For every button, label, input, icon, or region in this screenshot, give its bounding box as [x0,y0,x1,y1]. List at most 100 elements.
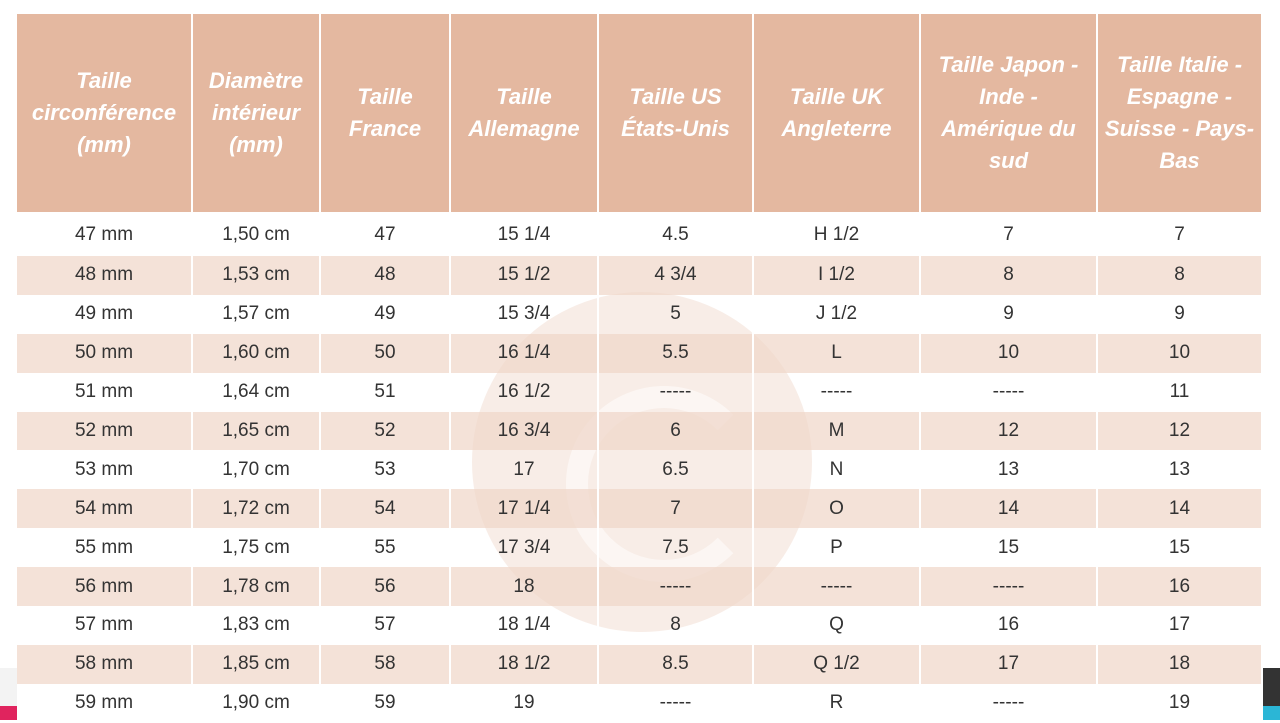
table-cell: 7.5 [598,528,754,568]
table-cell: 19 [1097,683,1263,723]
table-cell: ----- [920,372,1098,412]
table-cell: 1,70 cm [192,450,321,490]
table-cell: M [753,411,921,451]
table-row: 54 mm 1,72 cm 54 17 1/4 7 O 14 14 [17,489,1263,529]
table-cell: 17 [920,644,1098,684]
table-cell: 57 [320,606,451,645]
table-cell: 16 [920,606,1098,645]
corner-decoration [1262,668,1280,706]
table-cell: 18 1/4 [450,606,599,645]
table-cell: ----- [753,567,921,607]
table-cell: R [753,683,921,723]
table-cell: 54 [320,489,451,529]
table-cell: 6 [598,411,754,451]
table-cell: 5.5 [598,333,754,373]
table-cell: 1,65 cm [192,411,321,451]
table-cell: 1,57 cm [192,294,321,334]
table-row: 52 mm 1,65 cm 52 16 3/4 6 M 12 12 [17,411,1263,451]
table-cell: 12 [920,411,1098,451]
table-body: 47 mm 1,50 cm 47 15 1/4 4.5 H 1/2 7 7 48 mm 1,53 … [17,212,1263,723]
table-cell: 52 mm [17,411,193,451]
table-cell: 1,50 cm [192,212,321,256]
table-cell: 15 1/4 [450,212,599,256]
column-header: Diamètre intérieur (mm) [192,14,321,212]
table-cell: 1,60 cm [192,333,321,373]
table-cell: 4 3/4 [598,256,754,295]
table-row: 55 mm 1,75 cm 55 17 3/4 7.5 P 15 15 [17,528,1263,568]
table-row: 48 mm 1,53 cm 48 15 1/2 4 3/4 I 1/2 8 8 [17,256,1263,295]
table-cell: 12 [1097,411,1263,451]
table-cell: ----- [598,567,754,607]
table-cell: 10 [1097,333,1263,373]
table-cell: 8 [1097,256,1263,295]
table-cell: J 1/2 [753,294,921,334]
table-row: 51 mm 1,64 cm 51 16 1/2 ----- ----- ----- 11 [17,372,1263,412]
table-cell: 1,83 cm [192,606,321,645]
table-cell: 17 1/4 [450,489,599,529]
table-cell: 58 mm [17,644,193,684]
table-cell: 50 [320,333,451,373]
column-header: Taille US États-Unis [598,14,754,212]
table-cell: 57 mm [17,606,193,645]
table-cell: 59 mm [17,683,193,723]
table-cell: 1,53 cm [192,256,321,295]
table-cell: 1,64 cm [192,372,321,412]
table-cell: 4.5 [598,212,754,256]
column-header: Taille France [320,14,451,212]
table-cell: 14 [920,489,1098,529]
table-cell: 8.5 [598,644,754,684]
table-cell: 11 [1097,372,1263,412]
table-cell: ----- [920,683,1098,723]
table-cell: 48 [320,256,451,295]
corner-decoration [1262,706,1280,720]
table-cell: 17 [450,450,599,490]
table-cell: 56 [320,567,451,607]
table-cell: 14 [1097,489,1263,529]
table-cell: 1,85 cm [192,644,321,684]
size-table: Taille circonférence (mm) Diamètre intéri… [17,14,1263,723]
table-cell: 8 [598,606,754,645]
table-cell: L [753,333,921,373]
table-cell: 16 3/4 [450,411,599,451]
column-header: Taille UK Angleterre [753,14,921,212]
table-cell: 53 mm [17,450,193,490]
table-cell: 59 [320,683,451,723]
table-cell: 58 [320,644,451,684]
table-cell: ----- [598,683,754,723]
table-cell: ----- [920,567,1098,607]
table-cell: 55 [320,528,451,568]
table-cell: H 1/2 [753,212,921,256]
table-cell: ----- [753,372,921,412]
table-cell: 1,90 cm [192,683,321,723]
table-cell: 19 [450,683,599,723]
table-cell: I 1/2 [753,256,921,295]
table-cell: 13 [1097,450,1263,490]
table-cell: 7 [1097,212,1263,256]
table-cell: 16 [1097,567,1263,607]
table-cell: 54 mm [17,489,193,529]
table-cell: 15 [1097,528,1263,568]
table-cell: 15 1/2 [450,256,599,295]
table-cell: 15 3/4 [450,294,599,334]
table-cell: 53 [320,450,451,490]
table-cell: 52 [320,411,451,451]
table-cell: 49 [320,294,451,334]
table-cell: 18 [1097,644,1263,684]
table-cell: 17 [1097,606,1263,645]
table-cell: 13 [920,450,1098,490]
table-row: 49 mm 1,57 cm 49 15 3/4 5 J 1/2 9 9 [17,294,1263,334]
table-cell: 1,72 cm [192,489,321,529]
table-cell: 56 mm [17,567,193,607]
table-cell: P [753,528,921,568]
table-row: 53 mm 1,70 cm 53 17 6.5 N 13 13 [17,450,1263,490]
table-cell: 9 [920,294,1098,334]
table-cell: 6.5 [598,450,754,490]
table-cell: 47 mm [17,212,193,256]
corner-decoration [0,706,17,720]
column-header: Taille Italie - Espagne - Suisse - Pays-… [1097,14,1263,212]
column-header: Taille Allemagne [450,14,599,212]
table-row: 50 mm 1,60 cm 50 16 1/4 5.5 L 10 10 [17,333,1263,373]
table-cell: 9 [1097,294,1263,334]
table-cell: ----- [598,372,754,412]
table-cell: 7 [920,212,1098,256]
